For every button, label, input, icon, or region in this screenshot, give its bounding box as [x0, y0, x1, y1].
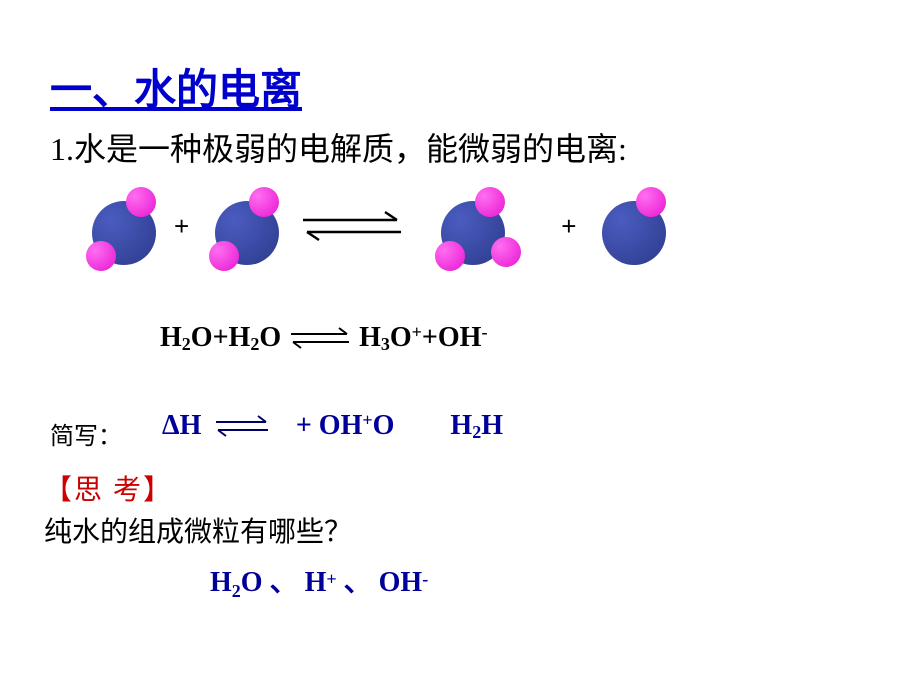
formula-part: O [373, 410, 395, 442]
formula-sup: - [481, 322, 487, 343]
answer-text: H2O 、 H+ 、 OH- [210, 560, 428, 600]
formula-sub: 2 [472, 422, 481, 443]
hydrogen-atom-icon [475, 187, 505, 217]
formula-plus: + [422, 322, 438, 354]
formula-sub: 3 [381, 334, 390, 355]
equilibrium-arrow-icon [287, 324, 353, 352]
hydrogen-atom-icon [126, 187, 156, 217]
formula-part: O [241, 567, 263, 598]
formula-part: OH [438, 322, 482, 354]
formula-sub: 2 [182, 334, 191, 355]
formula-part: + OH [296, 410, 363, 442]
equilibrium-arrow-icon [297, 206, 407, 246]
formula-sup: + [326, 569, 336, 589]
formula-part: H [180, 410, 202, 442]
hydrogen-atom-icon [86, 241, 116, 271]
equation-simplified: ΔH + OH+O H2H [162, 410, 503, 442]
formula-sup: + [362, 410, 372, 431]
hydrogen-atom-icon [209, 241, 239, 271]
molecule-h3o [435, 187, 525, 265]
equation-full: H2O + H2O H3O+ + OH- [160, 322, 487, 354]
hydrogen-atom-icon [491, 237, 521, 267]
molecule-h2o-2 [209, 187, 287, 265]
hydrogen-atom-icon [435, 241, 465, 271]
simplified-label: 简写： [50, 416, 122, 451]
formula-sup: - [422, 569, 428, 589]
formula-part: H [359, 322, 381, 354]
formula-plus: + [213, 322, 229, 354]
think-label: 【思 考】 [44, 468, 173, 508]
formula-part: H [450, 410, 472, 442]
hydrogen-atom-icon [249, 187, 279, 217]
plus-symbol: + [561, 211, 576, 242]
separator: 、 [270, 567, 298, 598]
formula-part: O [259, 322, 281, 354]
equilibrium-arrow-icon [212, 412, 272, 440]
formula-part: H [160, 322, 182, 354]
formula-part: O [390, 322, 412, 354]
delta-symbol: Δ [162, 410, 180, 442]
plus-symbol: + [174, 211, 189, 242]
formula-part: H [305, 567, 327, 598]
question-text: 纯水的组成微粒有哪些？ [44, 510, 352, 550]
formula-sup: + [412, 322, 422, 343]
section-subtitle: 1.水是一种极弱的电解质，能微弱的电离: [50, 124, 627, 170]
molecule-h2o-1 [86, 187, 164, 265]
molecule-oh [596, 187, 674, 265]
hydrogen-atom-icon [636, 187, 666, 217]
formula-part: H [229, 322, 251, 354]
formula-part: H [481, 410, 503, 442]
formula-part: H [210, 567, 232, 598]
separator: 、 [344, 567, 372, 598]
formula-sub: 2 [250, 334, 259, 355]
section-title: 一、水的电离 [50, 56, 302, 117]
molecules-diagram: + + [86, 180, 866, 272]
formula-part: O [191, 322, 213, 354]
formula-part: OH [379, 567, 423, 598]
formula-sub: 2 [232, 581, 241, 601]
